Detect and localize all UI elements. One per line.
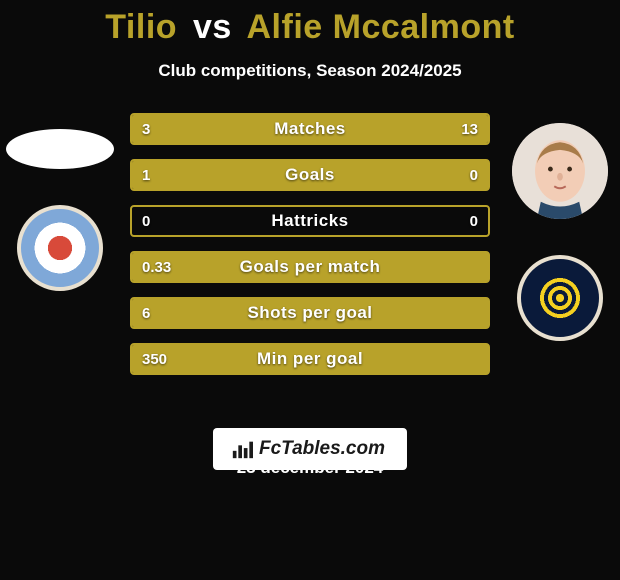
- player1-name: Tilio: [105, 8, 177, 46]
- date: 23 december 2024: [0, 458, 620, 478]
- stat-row: 10Goals: [130, 159, 490, 191]
- stat-label: Hattricks: [132, 211, 488, 231]
- stat-row: 0.33Goals per match: [130, 251, 490, 283]
- vs-text: vs: [193, 8, 232, 46]
- stat-label: Matches: [132, 119, 488, 139]
- watermark-text: FcTables.com: [259, 438, 385, 460]
- comparison-title: Tilio vs Alfie Mccalmont: [0, 0, 620, 47]
- player2-club-badge: [517, 255, 603, 341]
- subtitle: Club competitions, Season 2024/2025: [0, 61, 620, 81]
- stat-row: 313Matches: [130, 113, 490, 145]
- stat-label: Goals per match: [132, 257, 488, 277]
- chart-icon: [231, 438, 253, 460]
- stat-label: Shots per goal: [132, 303, 488, 323]
- stat-label: Goals: [132, 165, 488, 185]
- right-column: [500, 113, 620, 341]
- player2-name: Alfie Mccalmont: [247, 8, 515, 46]
- player1-photo: [6, 129, 114, 169]
- stat-label: Min per goal: [132, 349, 488, 369]
- stat-row: 00Hattricks: [130, 205, 490, 237]
- stat-row: 6Shots per goal: [130, 297, 490, 329]
- player2-photo: [512, 123, 608, 219]
- player1-club-badge: [17, 205, 103, 291]
- stat-row: 350Min per goal: [130, 343, 490, 375]
- stat-bars: 313Matches 10Goals 00Hattricks 0.33Goals pe…: [130, 113, 490, 389]
- left-column: [0, 113, 120, 291]
